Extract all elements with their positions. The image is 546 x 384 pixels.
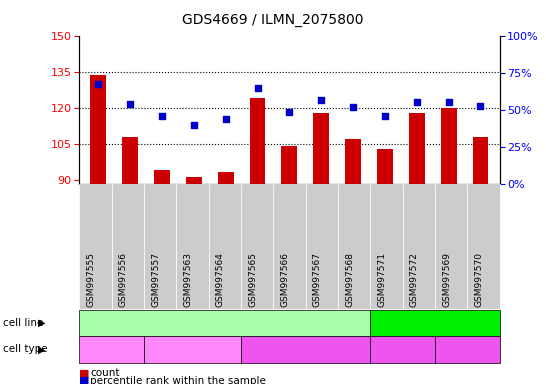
Text: ▶: ▶ bbox=[38, 318, 46, 328]
Bar bbox=[122, 137, 138, 184]
Text: derived astrocytes: derived astrocytes bbox=[157, 345, 228, 354]
Point bbox=[317, 97, 325, 103]
Point bbox=[412, 98, 421, 104]
Text: derived neurons CD44-
EGFR-: derived neurons CD44- EGFR- bbox=[262, 340, 350, 359]
Point bbox=[349, 104, 358, 111]
Bar bbox=[90, 74, 106, 184]
Bar bbox=[250, 98, 265, 184]
Text: GSM997556: GSM997556 bbox=[118, 252, 128, 307]
Text: GSM997563: GSM997563 bbox=[183, 252, 192, 307]
Point bbox=[126, 101, 134, 108]
Text: UNC-93B-deficient-induced
pluripotent stem: UNC-93B-deficient-induced pluripotent st… bbox=[373, 313, 496, 333]
Bar bbox=[377, 149, 393, 184]
Bar bbox=[441, 108, 456, 184]
Point bbox=[285, 109, 294, 115]
Text: GSM997566: GSM997566 bbox=[281, 252, 289, 307]
Text: GSM997569: GSM997569 bbox=[442, 252, 451, 307]
Text: cell line: cell line bbox=[3, 318, 43, 328]
Text: percentile rank within the sample: percentile rank within the sample bbox=[90, 376, 266, 384]
Bar bbox=[472, 137, 489, 184]
Text: count: count bbox=[90, 368, 120, 378]
Bar bbox=[313, 113, 329, 184]
Text: GSM997572: GSM997572 bbox=[410, 252, 419, 307]
Text: GSM997555: GSM997555 bbox=[86, 252, 96, 307]
Point bbox=[444, 98, 453, 104]
Text: derived neurons
CD44- EGFR-: derived neurons CD44- EGFR- bbox=[436, 340, 498, 359]
Point bbox=[381, 113, 389, 119]
Bar bbox=[345, 139, 361, 184]
Text: embryonic stem cell H9: embryonic stem cell H9 bbox=[171, 318, 278, 328]
Text: undifferentiated: undifferentiated bbox=[80, 345, 143, 354]
Bar bbox=[154, 170, 170, 184]
Text: derived
astrocytes: derived astrocytes bbox=[383, 340, 423, 359]
Text: GSM997564: GSM997564 bbox=[216, 252, 225, 307]
Point bbox=[221, 116, 230, 122]
Point bbox=[476, 103, 485, 109]
Text: GDS4669 / ILMN_2075800: GDS4669 / ILMN_2075800 bbox=[182, 13, 364, 27]
Point bbox=[94, 81, 103, 87]
Text: GSM997571: GSM997571 bbox=[377, 252, 387, 307]
Text: GSM997570: GSM997570 bbox=[474, 252, 483, 307]
Text: ■: ■ bbox=[79, 368, 90, 378]
Bar bbox=[409, 113, 425, 184]
Bar bbox=[281, 146, 298, 184]
Text: ▶: ▶ bbox=[38, 344, 46, 354]
Point bbox=[189, 122, 198, 128]
Text: cell type: cell type bbox=[3, 344, 48, 354]
Text: GSM997567: GSM997567 bbox=[313, 252, 322, 307]
Text: GSM997568: GSM997568 bbox=[345, 252, 354, 307]
Point bbox=[253, 85, 262, 91]
Text: GSM997557: GSM997557 bbox=[151, 252, 160, 307]
Point bbox=[158, 113, 167, 119]
Text: GSM997565: GSM997565 bbox=[248, 252, 257, 307]
Bar bbox=[218, 172, 234, 184]
Text: ■: ■ bbox=[79, 376, 90, 384]
Bar bbox=[186, 177, 202, 184]
